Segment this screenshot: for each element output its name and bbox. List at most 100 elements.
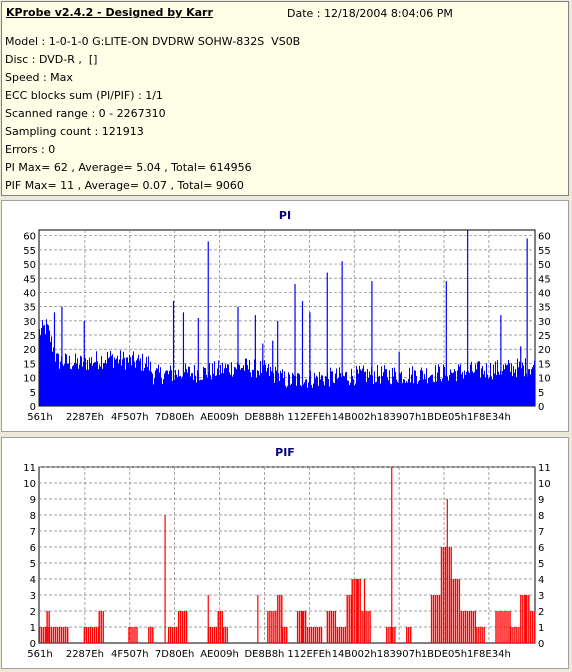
pi-bar <box>329 386 330 406</box>
pi-bar <box>297 373 298 406</box>
spike-bar <box>500 315 502 406</box>
pi-bar <box>385 369 386 406</box>
pi-bar <box>154 378 155 406</box>
pi-bar <box>365 371 366 406</box>
pi-bar <box>333 382 334 406</box>
pi-bar <box>522 362 523 406</box>
pi-bar <box>367 368 368 406</box>
pi-bar <box>181 378 182 406</box>
pi-bar <box>456 381 457 406</box>
y-tick-label-right: 10 <box>538 374 551 385</box>
pif-bar <box>348 595 350 643</box>
y-tick-label-right: 50 <box>538 260 551 271</box>
pi-bar <box>271 371 272 406</box>
pif-bar <box>271 611 273 643</box>
pi-bar <box>82 366 83 406</box>
pif-bar <box>48 611 50 643</box>
pi-bar <box>462 371 463 406</box>
pif-bar <box>286 627 288 643</box>
pi-bar <box>106 363 107 406</box>
pi-bar <box>486 363 487 406</box>
pi-bar <box>483 374 484 406</box>
pi-bar <box>70 368 71 406</box>
pi-bar <box>268 363 269 406</box>
pi-bar <box>502 371 503 406</box>
pi-bar <box>166 370 167 406</box>
pi-bar <box>139 360 140 406</box>
pi-bar <box>398 383 399 406</box>
pi-bar <box>85 358 86 406</box>
pi-bar <box>214 361 215 406</box>
pi-bar <box>405 382 406 406</box>
pif-bar <box>167 627 170 643</box>
pif-bar <box>346 595 348 643</box>
pi-bar <box>39 329 40 406</box>
pi-bar <box>364 371 365 406</box>
pi-bar <box>270 367 271 406</box>
pif-bar <box>408 627 410 643</box>
pi-bar <box>370 374 371 406</box>
pi-bar <box>348 380 349 406</box>
pi-bar <box>508 359 509 406</box>
pif-bar <box>318 627 321 643</box>
y-tick-label-right: 40 <box>538 288 551 299</box>
pi-bar <box>423 379 424 406</box>
pi-bar <box>74 362 75 406</box>
pi-bar <box>392 367 393 406</box>
x-tick-label: 183907h <box>377 649 422 660</box>
y-tick-label-left: 8 <box>30 511 36 522</box>
pif-bar <box>456 579 459 643</box>
pi-bar <box>114 357 115 406</box>
pi-bar <box>79 364 80 406</box>
pi-bar <box>464 370 465 406</box>
sampling-count-line: Sampling count : 121913 <box>5 125 144 138</box>
spike-bar <box>450 547 452 643</box>
pif-bar <box>475 627 477 643</box>
pi-bar <box>296 385 297 406</box>
pi-bar <box>416 375 417 406</box>
pi-bar <box>225 364 226 406</box>
pif-bar <box>215 627 218 643</box>
x-tick-label: 14B002h <box>332 649 377 660</box>
pi-bar <box>178 369 179 406</box>
pi-bar <box>412 366 413 406</box>
pi-bar <box>512 376 513 406</box>
pi-bar <box>331 371 332 406</box>
pi-bar <box>479 361 480 406</box>
pi-bar <box>129 354 130 406</box>
pif-bar <box>326 611 329 643</box>
pi-bar <box>320 379 321 406</box>
pi-bar <box>409 367 410 406</box>
pi-bar <box>284 371 285 406</box>
pif-bar <box>217 611 219 643</box>
pi-bar <box>425 379 426 406</box>
x-tick-label: 1F8E34h <box>467 649 511 660</box>
pi-bar <box>499 374 500 406</box>
y-tick-label-left: 5 <box>30 559 36 570</box>
pi-bar <box>506 365 507 406</box>
pi-bar <box>69 355 70 406</box>
pi-bar <box>437 372 438 406</box>
pi-bar <box>242 368 243 406</box>
pi-bar <box>451 372 452 406</box>
pi-bar <box>396 379 397 406</box>
pif-bar <box>434 595 437 643</box>
x-tick-label: AE009h <box>200 412 239 423</box>
pi-bar <box>210 375 211 406</box>
y-tick-label-right: 55 <box>538 246 551 257</box>
pi-bar <box>417 383 418 406</box>
pi-bar <box>469 373 470 406</box>
pi-bar <box>376 381 377 406</box>
pif-bar <box>501 611 503 643</box>
pi-bar <box>235 367 236 406</box>
pi-bar <box>260 360 261 406</box>
pi-chart-panel: PI 0 0 5 5 10 10 15 15 20 20 25 25 30 30 35 35 40 40 45 45 50… <box>1 200 569 432</box>
pi-bar <box>187 372 188 406</box>
y-tick-label-right: 25 <box>538 331 551 342</box>
pif-bar <box>57 627 59 643</box>
pi-bar <box>44 324 45 406</box>
pi-bar <box>170 365 171 406</box>
y-tick-label-right: 1 <box>538 623 544 634</box>
x-tick-label: DE8B8h <box>244 649 284 660</box>
pi-bar <box>518 367 519 406</box>
